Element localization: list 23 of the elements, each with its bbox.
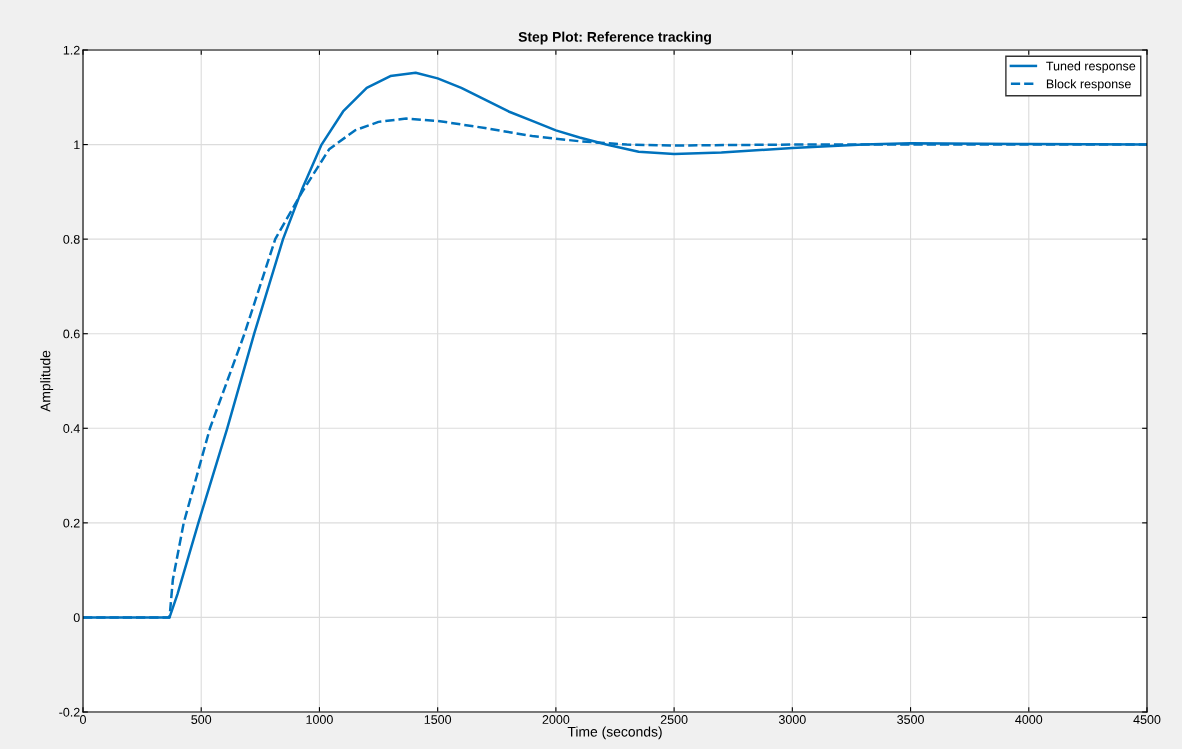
y-tick-label: 0: [73, 613, 80, 623]
y-tick-label: 0.6: [63, 329, 80, 339]
y-tick-label: 1.2: [63, 45, 80, 55]
legend-label: Block response: [1046, 79, 1131, 91]
x-tick-label: 3000: [778, 715, 806, 724]
x-tick-label: 4500: [1133, 715, 1161, 724]
x-tick-label: 500: [191, 715, 212, 724]
x-tick-label: 1000: [306, 715, 333, 724]
x-tick-label: 1500: [424, 715, 452, 724]
x-tick-label: 4000: [1015, 715, 1043, 724]
y-tick-label: 0.8: [63, 234, 80, 244]
legend-label: Tuned response: [1046, 61, 1136, 73]
y-tick-label: 0.2: [63, 518, 80, 528]
y-tick-label: 0.4: [63, 424, 80, 433]
x-tick-label: 2000: [542, 715, 570, 724]
y-tick-label: 1: [74, 140, 80, 150]
x-tick-label: 0: [80, 715, 86, 724]
y-axis-title: Amplitude: [40, 350, 54, 412]
y-tick-label: -0.2: [59, 707, 80, 717]
x-tick-label: 3500: [897, 715, 924, 724]
chart-title: Step Plot: Reference tracking: [518, 31, 711, 45]
x-axis-title: Time (seconds): [567, 726, 662, 740]
x-tick-label: 2500: [660, 715, 688, 724]
